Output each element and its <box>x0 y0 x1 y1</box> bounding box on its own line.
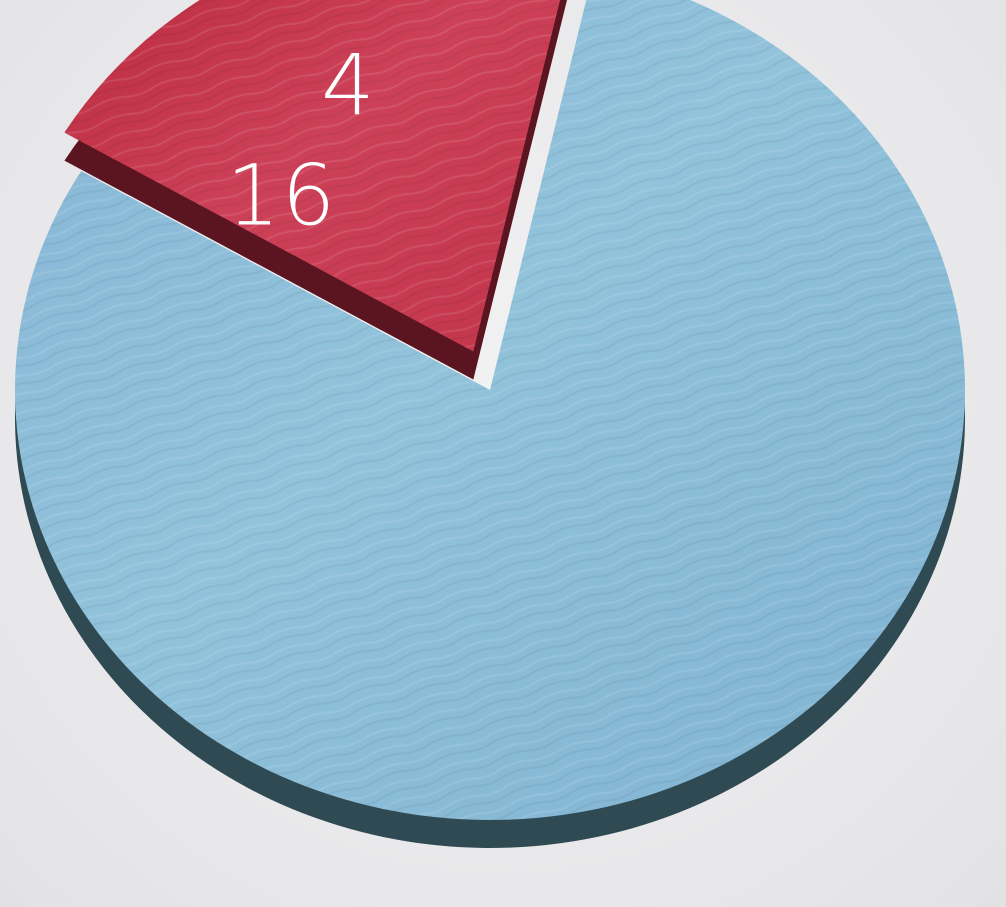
pie-slice-texture-1 <box>64 0 561 352</box>
pie-slice-0 <box>15 0 965 848</box>
pie-slice-texture-0 <box>15 0 965 820</box>
pie-slice-label-0: 16 <box>226 147 337 245</box>
pie-slice-label-1: 4 <box>321 36 376 134</box>
pie-slice-1 <box>64 0 568 380</box>
